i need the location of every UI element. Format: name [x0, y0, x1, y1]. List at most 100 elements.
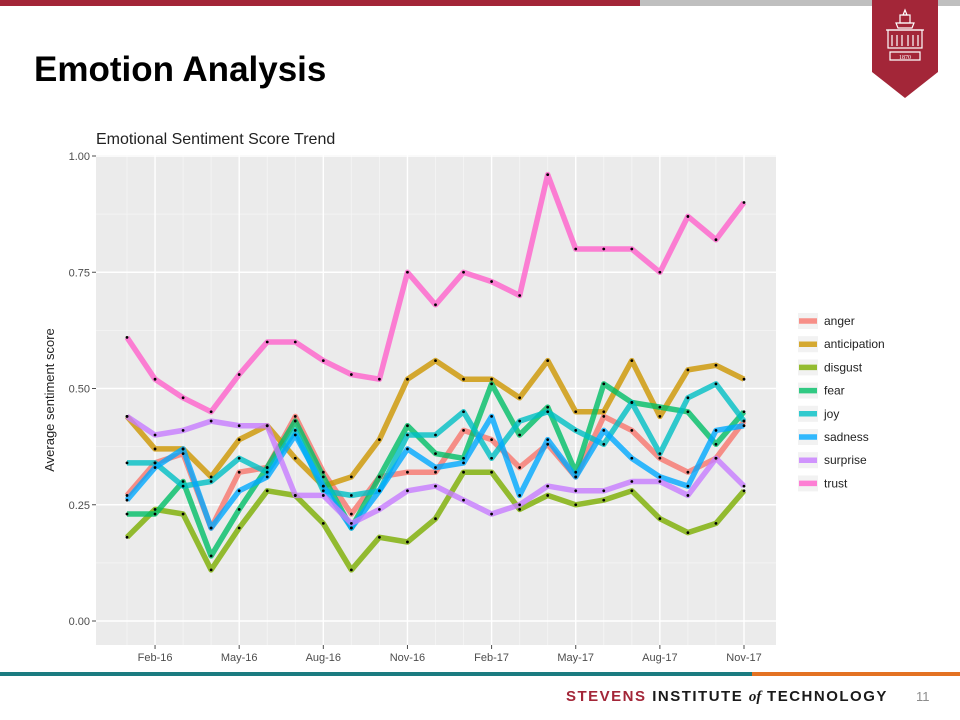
data-point-surprise [574, 489, 578, 493]
data-point-trust [293, 340, 297, 344]
data-point-sadness [293, 433, 297, 437]
x-tick-label: May-17 [557, 652, 594, 664]
x-tick-label: Aug-17 [642, 652, 677, 664]
data-point-trust [714, 238, 718, 242]
data-point-fear [686, 410, 690, 414]
y-tick-label: 0.75 [69, 267, 90, 279]
data-point-disgust [125, 535, 129, 539]
top-accent-bar [0, 0, 640, 6]
data-point-anticipation [714, 363, 718, 367]
data-point-anticipation [462, 377, 465, 381]
data-point-sadness [125, 498, 129, 502]
footer-word-of: of [748, 689, 762, 705]
data-point-sadness [630, 456, 634, 460]
data-point-disgust [658, 517, 662, 521]
data-point-sadness [406, 447, 409, 451]
data-point-surprise [714, 456, 718, 460]
data-point-joy [321, 489, 325, 493]
data-point-sadness [714, 428, 718, 432]
data-point-anger [490, 438, 493, 442]
data-point-disgust [462, 470, 465, 474]
y-tick-label: 0.25 [69, 500, 90, 512]
data-point-surprise [518, 503, 522, 507]
data-point-surprise [378, 508, 381, 511]
data-point-trust [349, 373, 353, 376]
data-point-fear [434, 452, 437, 455]
data-point-anticipation [349, 475, 353, 479]
data-point-surprise [658, 480, 662, 483]
data-point-disgust [181, 512, 185, 516]
data-point-surprise [434, 484, 437, 488]
data-point-joy [237, 456, 241, 460]
data-point-anger [293, 415, 297, 418]
data-point-joy [714, 382, 718, 386]
data-point-sadness [237, 489, 241, 493]
data-point-fear [518, 433, 522, 437]
data-point-sadness [434, 466, 437, 469]
data-point-trust [574, 247, 578, 251]
data-point-trust [490, 280, 493, 283]
data-point-disgust [686, 531, 690, 535]
legend-label-sadness: sadness [824, 430, 869, 444]
data-point-trust [378, 377, 381, 381]
data-point-joy [546, 410, 550, 414]
data-point-surprise [602, 489, 606, 493]
x-tick-label: Feb-16 [138, 652, 173, 664]
x-tick-label: May-16 [221, 652, 258, 664]
data-point-anticipation [630, 359, 634, 362]
plot-panel [96, 155, 776, 645]
data-point-sadness [153, 466, 157, 469]
data-point-surprise [742, 484, 746, 488]
data-point-trust [153, 377, 157, 381]
data-point-disgust [602, 498, 606, 502]
data-point-surprise [462, 498, 465, 502]
data-point-fear [714, 442, 718, 446]
y-tick-label: 1.00 [69, 151, 90, 163]
page-number: 11 [916, 689, 930, 704]
data-point-anger [602, 415, 606, 418]
data-point-anger [658, 456, 662, 460]
legend-label-anger: anger [824, 314, 855, 328]
data-point-anger [181, 452, 185, 455]
data-point-fear [265, 466, 269, 469]
data-point-sadness [742, 424, 746, 428]
y-axis-label: Average sentiment score [42, 328, 57, 472]
data-point-joy [434, 433, 437, 437]
data-point-surprise [209, 419, 213, 423]
data-point-fear [462, 456, 465, 460]
data-point-surprise [630, 480, 634, 483]
data-point-joy [209, 480, 213, 483]
data-point-fear [321, 475, 325, 479]
data-point-anticipation [658, 415, 662, 418]
legend-label-fear: fear [824, 384, 845, 398]
data-point-trust [658, 270, 662, 274]
legend-label-disgust: disgust [824, 360, 863, 374]
data-point-joy [742, 419, 746, 423]
stevens-shield-logo: 1870 [872, 0, 938, 98]
data-point-anger [125, 494, 129, 497]
data-point-anticipation [293, 456, 297, 460]
legend-label-anticipation: anticipation [824, 337, 885, 351]
data-point-disgust [546, 494, 550, 497]
data-point-anticipation [378, 438, 381, 442]
data-point-sadness [462, 461, 465, 465]
data-point-surprise [406, 489, 409, 493]
data-point-sadness [602, 428, 606, 432]
data-point-disgust [349, 568, 353, 572]
data-point-anger [237, 470, 241, 474]
footer-institute-name: STEVENS INSTITUTE of TECHNOLOGY [566, 688, 888, 706]
data-point-joy [293, 428, 297, 432]
data-point-disgust [490, 470, 493, 474]
data-point-anticipation [686, 368, 690, 372]
data-point-anticipation [742, 377, 746, 381]
data-point-disgust [265, 489, 269, 493]
data-point-anger [462, 428, 465, 432]
footer-word-stevens: STEVENS [566, 688, 647, 705]
data-point-anger [518, 466, 522, 469]
data-point-joy [574, 428, 578, 432]
data-point-surprise [153, 433, 157, 437]
data-point-trust [462, 270, 465, 274]
data-point-sadness [658, 475, 662, 479]
data-point-anticipation [574, 410, 578, 414]
x-tick-label: Aug-16 [306, 652, 341, 664]
